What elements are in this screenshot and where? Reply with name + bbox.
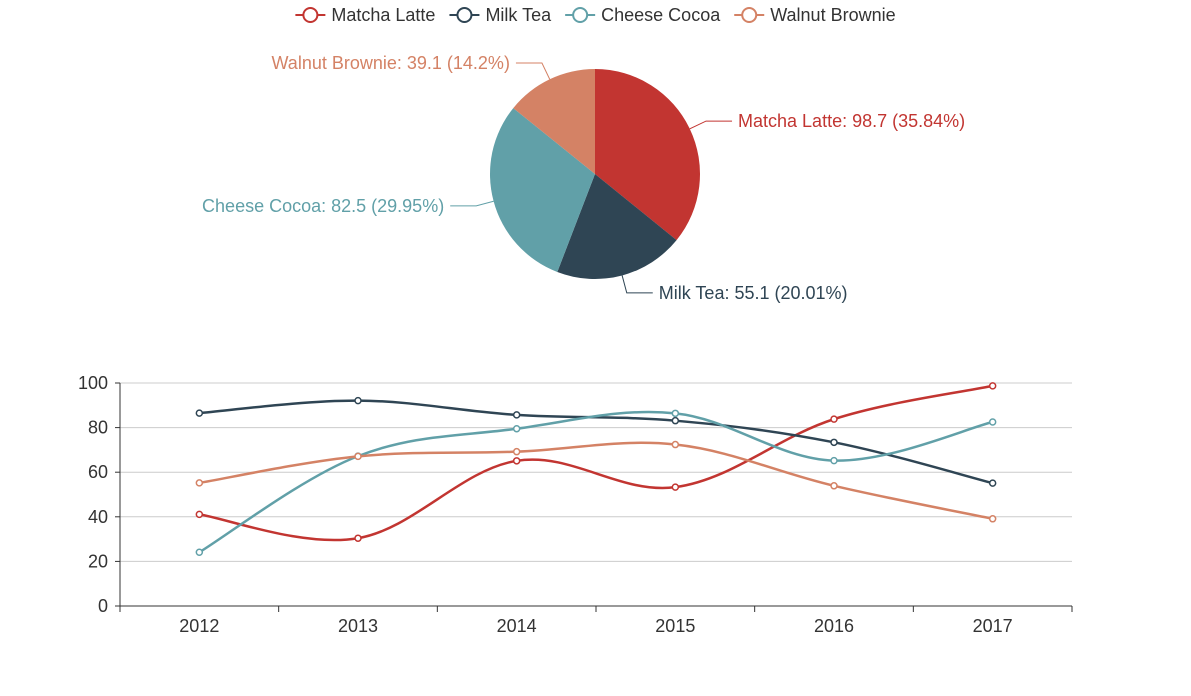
pie-data-label: Cheese Cocoa: 82.5 (29.95%)	[202, 196, 444, 216]
data-point-milk-tea[interactable]	[512, 411, 521, 419]
data-point-matcha-latte[interactable]	[195, 510, 204, 519]
pie-slice-cheese-cocoa[interactable]	[490, 108, 595, 272]
y-tick-label: 100	[78, 373, 108, 393]
pie-data-label: Matcha Latte: 98.7 (35.84%)	[738, 111, 965, 131]
data-point-matcha-latte[interactable]	[671, 483, 680, 491]
legend-circle-icon	[741, 7, 758, 23]
series-line-walnut-brownie[interactable]	[199, 441, 993, 521]
pie-slice-walnut-brownie[interactable]	[513, 69, 595, 174]
data-point-milk-tea[interactable]	[195, 409, 204, 417]
data-point-milk-tea[interactable]	[988, 479, 997, 487]
pie-slice-milk-tea[interactable]	[557, 174, 677, 279]
legend: Matcha Latte Milk Tea Cheese Cocoa Walnut B…	[295, 5, 896, 25]
x-tick-label: 2012	[179, 616, 219, 636]
legend-circle-icon	[456, 7, 473, 23]
y-tick-label: 20	[88, 551, 108, 571]
pie-data-label: Milk Tea: 55.1 (20.01%)	[659, 283, 848, 303]
series-cheese-cocoa	[195, 409, 997, 557]
legend-item-milk-tea[interactable]: Milk Tea	[449, 5, 552, 25]
series-walnut-brownie	[195, 440, 997, 523]
data-point-matcha-latte[interactable]	[354, 534, 362, 542]
data-point-walnut-brownie[interactable]	[354, 452, 362, 461]
data-point-cheese-cocoa[interactable]	[988, 418, 997, 426]
data-point-walnut-brownie[interactable]	[195, 479, 204, 487]
pie-chart: Matcha Latte: 98.7 (35.84%) Milk Tea: 55.…	[202, 53, 965, 303]
y-tick-label: 60	[88, 462, 108, 482]
legend-label: Milk Tea	[485, 5, 552, 25]
y-tick-label: 80	[88, 418, 108, 438]
legend-label: Walnut Brownie	[770, 5, 895, 25]
data-point-cheese-cocoa[interactable]	[830, 456, 838, 465]
pie-data-label: Walnut Brownie: 39.1 (14.2%)	[271, 53, 509, 73]
pie-label-line	[450, 200, 494, 207]
data-point-cheese-cocoa[interactable]	[512, 424, 521, 433]
series-matcha-latte	[195, 382, 997, 542]
pie-slice-matcha-latte[interactable]	[595, 69, 700, 241]
data-point-cheese-cocoa[interactable]	[671, 409, 680, 418]
data-point-matcha-latte[interactable]	[988, 382, 997, 390]
data-point-cheese-cocoa[interactable]	[195, 548, 204, 557]
data-point-milk-tea[interactable]	[830, 438, 838, 447]
legend-item-walnut-brownie[interactable]: Walnut Brownie	[734, 5, 896, 25]
x-tick-label: 2013	[338, 616, 378, 636]
data-point-walnut-brownie[interactable]	[512, 447, 521, 456]
legend-item-cheese-cocoa[interactable]: Cheese Cocoa	[565, 5, 721, 25]
data-point-walnut-brownie[interactable]	[830, 482, 838, 490]
x-tick-label: 2015	[655, 616, 695, 636]
data-point-matcha-latte[interactable]	[830, 415, 838, 423]
data-point-walnut-brownie[interactable]	[671, 440, 680, 449]
legend-label: Cheese Cocoa	[601, 5, 721, 25]
legend-circle-icon	[302, 7, 319, 23]
x-tick-label: 2016	[814, 616, 854, 636]
data-point-walnut-brownie[interactable]	[988, 515, 997, 523]
legend-item-matcha-latte[interactable]: Matcha Latte	[295, 5, 435, 25]
line-chart: 0 20 40 60 80 100 2012 2013 2014 2015 2016 2017	[78, 373, 1073, 636]
legend-circle-icon	[572, 7, 589, 23]
data-point-milk-tea[interactable]	[671, 416, 680, 425]
y-tick-label: 0	[98, 596, 108, 616]
pie-label-line	[621, 275, 653, 294]
data-point-matcha-latte[interactable]	[512, 457, 521, 465]
pie-label-line	[689, 120, 733, 130]
data-point-milk-tea[interactable]	[354, 396, 362, 405]
x-tick-label: 2017	[973, 616, 1013, 636]
y-tick-label: 40	[88, 507, 108, 527]
legend-label: Matcha Latte	[331, 5, 435, 25]
series-line-milk-tea[interactable]	[199, 399, 993, 485]
pie-label-line	[515, 62, 551, 80]
series-line-cheese-cocoa[interactable]	[198, 410, 993, 554]
series-line-matcha-latte[interactable]	[199, 384, 993, 542]
x-tick-label: 2014	[497, 616, 537, 636]
